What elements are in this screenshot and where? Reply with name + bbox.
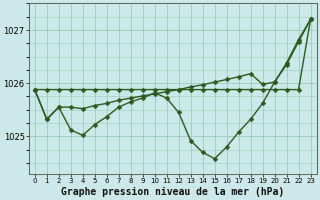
X-axis label: Graphe pression niveau de la mer (hPa): Graphe pression niveau de la mer (hPa): [61, 186, 284, 197]
